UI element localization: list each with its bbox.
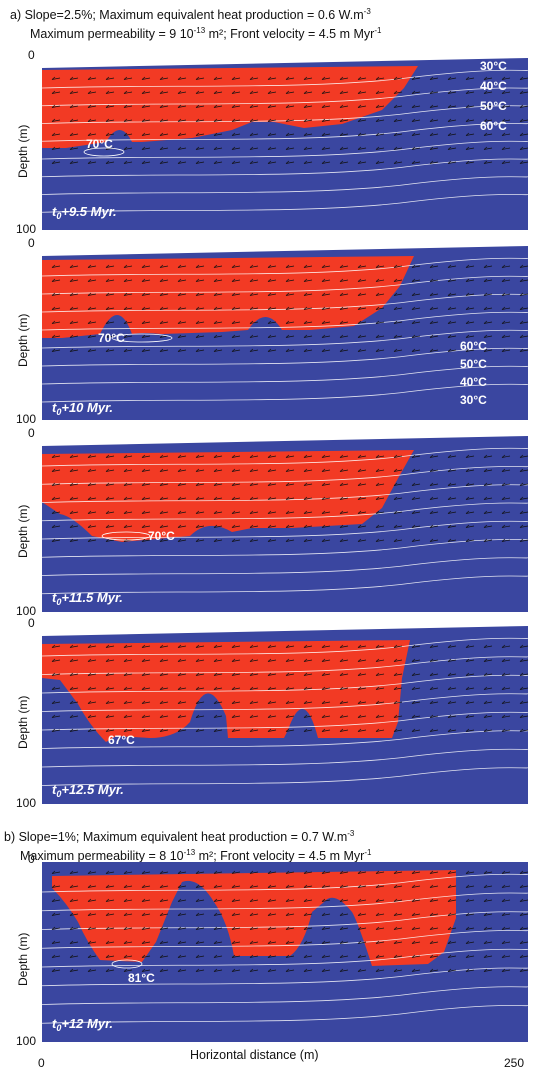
panel-2-isotherm-label-2: 50°C [460,357,487,371]
panel-4-depth-zero: 0 [28,616,35,630]
section-a-line2: Maximum permeability = 9 10 [30,27,194,42]
section-b-line1-sup: -3 [347,829,355,838]
panel-2-depth-label: Depth (m) [16,313,30,367]
section-b-line2: Maximum permeability = 8 10 [20,849,184,864]
section-b-line2-sup2: -1 [364,848,372,858]
panel-1-isotherm-label-3: 50°C [480,99,507,113]
panel-1-isotherm-label-1: 30°C [480,59,507,73]
panel-1-depth-zero: 0 [28,48,35,62]
panel-5-hot-zone [52,870,456,966]
panel-3-depth-zero: 0 [28,426,35,440]
panel-1-isotherm-label-4: 60°C [480,119,507,133]
panel-1-core-ellipse [83,147,125,157]
panel-5-depth-hundred: 100 [16,1034,37,1048]
x-min-tick: 0 [38,1056,45,1070]
panel-1-isotherm-label-2: 40°C [480,79,507,93]
panel-2-depth-zero: 0 [28,236,35,250]
panel-1-depth-label: Depth (m) [16,124,30,178]
panel-2-core-temp: 70°C [98,331,125,345]
section-b-line2-mid: m²; Front velocity = 4.5 m Myr [195,849,365,864]
panel-1-depth-hundred: 100 [16,222,37,236]
panel-3-core-ellipse [101,531,151,541]
panel-2: 70°C 60°C 50°C 40°C 30°C t0+10 Myr. [41,246,529,420]
x-axis-label: Horizontal distance (m) [190,1048,319,1062]
panel-5-isotherm-lines [41,873,529,1024]
panel-4-time-label: t0+12.5 Myr. [52,782,124,799]
section-b-title: b) Slope=1%; Maximum equivalent heat pro… [4,826,538,864]
panel-5-velocity-vectors [51,870,529,972]
panel-1-core-temp: 70°C [86,137,113,151]
panel-3-depth-hundred: 100 [16,604,37,618]
panel-3-core-temp: 70°C [148,529,175,543]
panel-2-isotherm-lines [41,257,529,403]
panel-1-time-label: t0+9.5 Myr. [52,204,117,221]
panel-2-hot-zone [42,256,414,338]
panel-4-core-temp: 67°C [108,733,135,747]
panel-3-isotherm-lines [41,447,529,595]
panel-5: 81°C t0+12 Myr. [41,862,529,1042]
section-a-line2-mid: m²; Front velocity = 4.5 m Myr [205,27,375,42]
panel-4: 67°C t0+12.5 Myr. [41,626,529,804]
section-b-line2-sup: -13 [183,848,196,858]
panel-2-depth-hundred: 100 [16,412,37,426]
panel-3-velocity-vectors [51,454,529,542]
panel-4-depth-hundred: 100 [16,796,37,810]
x-max-tick: 250 [504,1056,525,1070]
panel-5-core-ellipse [111,959,143,969]
section-a-line1: a) Slope=2.5%; Maximum equivalent heat p… [10,8,364,23]
panel-4-isotherm-lines [41,637,529,786]
section-a-title: a) Slope=2.5%; Maximum equivalent heat p… [10,4,538,42]
panel-5-depth-zero: 0 [28,852,35,866]
section-a-line2-sup2: -1 [374,26,382,36]
panel-1-isotherm-lines [41,69,529,213]
section-b-line1: b) Slope=1%; Maximum equivalent heat pro… [4,830,348,845]
panel-3-depth-label: Depth (m) [16,504,30,558]
section-a-line1-sup: -3 [363,7,371,16]
panel-1: 70°C 30°C 40°C 50°C 60°C t0+9.5 Myr. [41,58,529,230]
panel-2-velocity-vectors [51,264,529,352]
panel-2-isotherm-label-3: 40°C [460,375,487,389]
panel-4-velocity-vectors [51,644,529,732]
panel-4-depth-label: Depth (m) [16,695,30,749]
panel-2-time-label: t0+10 Myr. [52,400,113,417]
panel-3: 70°C t0+11.5 Myr. [41,436,529,612]
panel-2-core-ellipse [111,333,173,343]
panel-5-time-label: t0+12 Myr. [52,1016,113,1033]
panel-2-isotherm-label-1: 60°C [460,339,487,353]
panel-3-time-label: t0+11.5 Myr. [52,590,123,607]
section-a-line2-sup: -13 [193,26,206,36]
panel-2-isotherm-label-4: 30°C [460,393,487,407]
panel-1-velocity-vectors [51,76,529,164]
panel-5-depth-label: Depth (m) [16,932,30,986]
panel-5-core-temp: 81°C [128,971,155,985]
